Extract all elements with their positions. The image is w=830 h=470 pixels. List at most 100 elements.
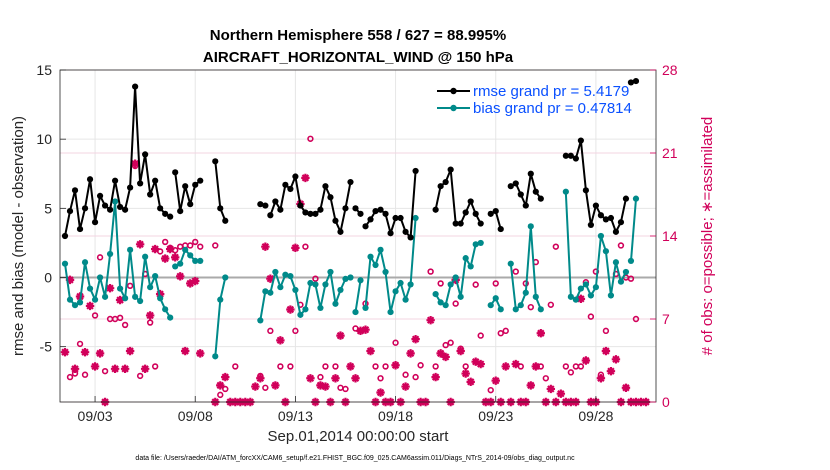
bias-point bbox=[127, 246, 134, 253]
rmse-point bbox=[282, 181, 289, 188]
bias-point bbox=[437, 299, 444, 306]
bias-point bbox=[532, 293, 539, 300]
y-tick-label: 15 bbox=[36, 62, 52, 78]
rmse-point bbox=[122, 206, 129, 213]
bias-point bbox=[312, 281, 319, 288]
obs-possible-marker bbox=[632, 315, 640, 323]
rmse-point bbox=[322, 183, 329, 190]
rmse-point bbox=[462, 209, 469, 216]
rmse-point bbox=[537, 195, 544, 202]
y-axis-label-left: rmse and bias (model - observation) bbox=[10, 116, 27, 356]
obs-assimilated-marker bbox=[181, 346, 190, 356]
rmse-point bbox=[272, 198, 279, 205]
obs-assimilated-marker bbox=[351, 374, 360, 383]
bias-point bbox=[267, 289, 274, 296]
rmse-point bbox=[317, 206, 324, 213]
bias-point bbox=[367, 253, 374, 260]
bias-point bbox=[172, 263, 179, 270]
obs-possible-marker bbox=[232, 363, 239, 370]
obs-possible-marker bbox=[437, 280, 444, 287]
obs-assimilated-marker bbox=[301, 173, 310, 183]
y-right-tick-label: 7 bbox=[662, 311, 670, 327]
obs-possible-marker bbox=[81, 371, 89, 378]
bias-point bbox=[137, 297, 144, 305]
bias-point bbox=[407, 281, 414, 288]
bias-point bbox=[197, 257, 204, 264]
bias-point bbox=[61, 260, 69, 267]
obs-possible-marker bbox=[442, 341, 449, 349]
bias-point bbox=[282, 271, 289, 278]
obs-assimilated-marker bbox=[596, 374, 606, 383]
bias-point bbox=[517, 302, 524, 309]
obs-possible-marker bbox=[392, 339, 399, 346]
obs-assimilated-marker bbox=[90, 362, 100, 371]
x-axis: 09/03 09/08 09/13 09/18 09/23 09/28 bbox=[78, 396, 614, 424]
obs-possible-marker bbox=[96, 254, 104, 261]
bias-point bbox=[432, 291, 439, 298]
rmse-point bbox=[507, 183, 514, 190]
rmse-point bbox=[297, 202, 304, 209]
obs-assimilated-marker bbox=[611, 355, 621, 364]
obs-possible-marker bbox=[317, 373, 324, 381]
obs-assimilated-marker bbox=[216, 381, 225, 390]
obs-possible-marker bbox=[432, 363, 439, 370]
obs-assimilated-marker bbox=[251, 382, 260, 391]
obs-assimilated-marker bbox=[176, 272, 185, 281]
bias-point bbox=[101, 293, 109, 300]
obs-possible-marker bbox=[617, 242, 625, 249]
obs-assimilated-marker bbox=[110, 364, 120, 373]
obs-possible-marker bbox=[602, 327, 610, 335]
obs-assimilated-marker bbox=[336, 331, 345, 340]
rmse-point bbox=[627, 79, 635, 86]
bias-point bbox=[472, 241, 479, 248]
obs-possible-marker bbox=[262, 384, 269, 391]
obs-possible-marker bbox=[267, 327, 274, 335]
obs-assimilated-marker bbox=[606, 366, 616, 376]
rmse-point bbox=[602, 216, 610, 223]
obs-possible-marker bbox=[302, 243, 309, 250]
obs-assimilated-marker bbox=[411, 334, 420, 344]
rmse-point bbox=[432, 206, 439, 213]
y-right-tick-label: 14 bbox=[662, 228, 678, 244]
rmse-point bbox=[587, 221, 594, 229]
obs-assimilated-marker bbox=[331, 374, 340, 383]
rmse-point bbox=[362, 223, 369, 230]
legend-bias-label: bias grand pr = 0.47814 bbox=[473, 100, 632, 117]
bias-point bbox=[272, 268, 279, 276]
rmse-point bbox=[167, 213, 174, 220]
obs-assimilated-marker bbox=[261, 242, 270, 251]
chart-subtitle: AIRCRAFT_HORIZONTAL_WIND @ 150 hPa bbox=[203, 49, 514, 66]
rmse-point bbox=[352, 205, 359, 212]
obs-assimilated-marker bbox=[546, 384, 556, 394]
bias-point bbox=[257, 317, 264, 324]
obs-possible-marker bbox=[101, 367, 109, 375]
bias-point bbox=[122, 295, 129, 302]
obs-possible-marker bbox=[447, 339, 454, 346]
bias-point bbox=[602, 248, 610, 255]
rmse-point bbox=[66, 208, 74, 215]
bias-point bbox=[402, 296, 409, 303]
rmse-point bbox=[147, 191, 154, 198]
bias-point bbox=[177, 260, 184, 267]
bias-point bbox=[187, 252, 194, 259]
obs-assimilated-marker bbox=[401, 382, 410, 391]
bias-point bbox=[142, 253, 149, 260]
obs-assimilated-marker bbox=[466, 377, 475, 387]
x-axis-label: Sep.01,2014 00:00:00 start bbox=[268, 428, 450, 445]
obs-possible-marker bbox=[492, 280, 499, 287]
obs-possible-marker bbox=[91, 312, 99, 319]
bias-point bbox=[147, 284, 154, 291]
rmse-point bbox=[142, 151, 149, 158]
legend-bias-marker bbox=[450, 104, 457, 112]
rmse-point bbox=[612, 228, 620, 235]
obs-possible-marker bbox=[197, 243, 204, 250]
obs-possible-marker bbox=[567, 369, 575, 376]
obs-possible-marker bbox=[322, 363, 329, 370]
bias-point bbox=[387, 308, 394, 316]
obs-assimilated-marker bbox=[436, 349, 445, 358]
obs-assimilated-marker bbox=[271, 381, 280, 390]
y-right-tick-label: 21 bbox=[662, 145, 678, 161]
bias-point bbox=[622, 268, 630, 276]
obs-assimilated-marker bbox=[85, 301, 95, 311]
obs-possible-marker bbox=[587, 313, 595, 320]
